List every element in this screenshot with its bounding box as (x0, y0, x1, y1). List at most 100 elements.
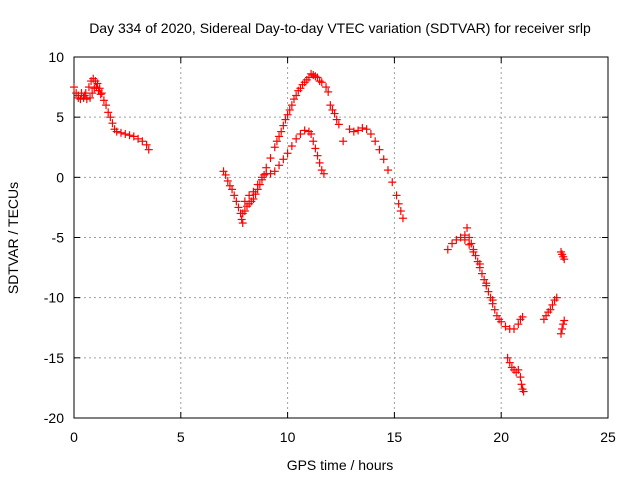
data-point (270, 143, 279, 152)
data-point (230, 191, 239, 200)
data-point (362, 125, 371, 134)
data-point (317, 78, 326, 87)
data-point (245, 191, 254, 200)
data-point (275, 132, 284, 141)
data-point (285, 105, 294, 114)
data-point (138, 137, 147, 146)
data-point (514, 365, 523, 374)
data-point (134, 134, 143, 143)
data-point (99, 96, 108, 105)
data-point (221, 170, 230, 179)
data-point (398, 214, 407, 223)
y-tick-label: -20 (44, 410, 64, 426)
data-point (279, 121, 288, 130)
data-point (275, 161, 284, 170)
data-point (86, 93, 95, 102)
data-point (326, 101, 335, 110)
data-point (294, 86, 303, 95)
x-tick-label: 0 (70, 429, 78, 445)
data-point (88, 89, 97, 98)
data-point (266, 154, 275, 163)
data-point (266, 169, 275, 178)
data-point (237, 215, 246, 224)
data-point (480, 275, 489, 284)
x-tick-labels: 0 5 10 15 20 25 (70, 429, 616, 445)
x-tick-label: 10 (280, 429, 296, 445)
data-point (108, 119, 117, 128)
data-point (104, 108, 113, 117)
data-point (560, 316, 569, 325)
data-point (290, 95, 299, 104)
data-point (514, 320, 523, 329)
data-point (345, 125, 354, 134)
y-tick-labels: -20 -15 -10 -5 0 5 10 (44, 49, 64, 426)
data-point (313, 151, 322, 160)
data-point (492, 311, 501, 320)
data-point (84, 83, 93, 92)
data-point (287, 101, 296, 110)
data-point (539, 315, 548, 324)
data-point (330, 109, 339, 118)
data-points (70, 69, 569, 396)
data-point (296, 130, 305, 139)
data-point (234, 203, 243, 212)
data-point (379, 155, 388, 164)
data-point (309, 137, 318, 146)
data-point (559, 320, 568, 329)
data-point (332, 115, 341, 124)
data-point (121, 130, 130, 139)
data-point (349, 127, 358, 136)
data-point (272, 137, 281, 146)
data-point (249, 194, 258, 203)
data-point (319, 169, 328, 178)
data-point (471, 251, 480, 260)
y-tick-label: 10 (48, 49, 64, 65)
data-point (518, 312, 527, 321)
y-axis-label: SDTVAR / TECUs (5, 182, 21, 294)
data-point (129, 132, 138, 141)
data-point (463, 223, 472, 232)
data-point (70, 83, 78, 92)
data-point (477, 269, 486, 278)
data-point (465, 240, 474, 249)
data-point (93, 79, 102, 88)
data-point (366, 130, 375, 139)
data-point (546, 305, 555, 314)
data-point (558, 324, 567, 333)
data-point (519, 387, 528, 396)
data-point (448, 239, 457, 248)
data-point (307, 130, 316, 139)
data-point (560, 255, 569, 264)
data-point (238, 219, 247, 228)
data-point (488, 296, 497, 305)
data-point (225, 181, 234, 190)
data-point (475, 259, 484, 268)
grid (74, 57, 608, 418)
data-point (505, 358, 514, 367)
data-point (460, 235, 469, 244)
x-axis-label: GPS time / hours (287, 457, 394, 473)
x-tick-label: 5 (177, 429, 185, 445)
data-point (262, 163, 271, 172)
data-point (311, 144, 320, 153)
data-point (232, 197, 241, 206)
data-point (443, 245, 452, 254)
data-point (375, 145, 384, 154)
x-tick-label: 15 (387, 429, 403, 445)
data-point (324, 87, 333, 96)
data-point (328, 105, 337, 114)
data-point (283, 110, 292, 119)
data-point (96, 90, 105, 99)
x-tick-label: 25 (600, 429, 616, 445)
data-point (334, 120, 343, 129)
data-point (497, 317, 506, 326)
ticks (73, 56, 609, 419)
data-point (112, 127, 121, 136)
data-point (517, 380, 526, 389)
data-point (354, 126, 363, 135)
data-point (270, 167, 279, 176)
data-point (465, 233, 474, 242)
x-tick-label: 20 (493, 429, 509, 445)
y-tick-label: 0 (56, 169, 64, 185)
data-point (279, 155, 288, 164)
